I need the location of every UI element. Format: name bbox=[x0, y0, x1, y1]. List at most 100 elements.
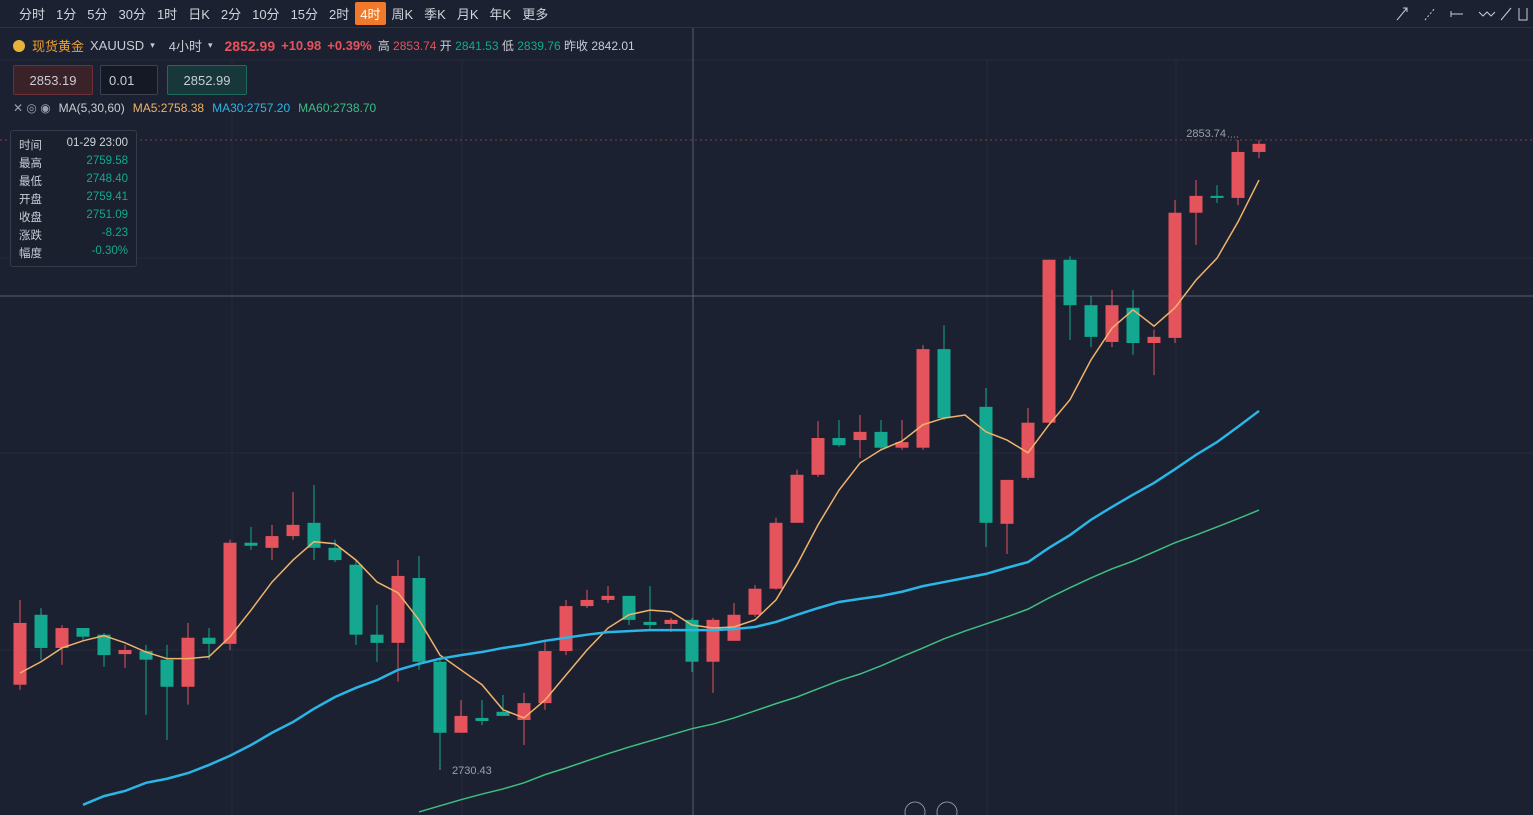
tooltip-row: 涨跌 -8.23 bbox=[19, 227, 128, 245]
legend-entry: MA5:2758.38 bbox=[132, 101, 205, 115]
tooltip-row: 时间 01-29 23:00 bbox=[19, 137, 128, 155]
label: 低 bbox=[501, 39, 514, 53]
candle-body bbox=[202, 637, 216, 644]
candle-body bbox=[643, 621, 657, 625]
period-tab[interactable]: 月K bbox=[456, 7, 479, 22]
legend-entry: MA30:2757.20 bbox=[212, 101, 291, 115]
change: +10.98 bbox=[281, 38, 322, 53]
tooltip-label: 幅度 bbox=[19, 248, 42, 260]
candle-body bbox=[97, 634, 111, 656]
label: 昨收 bbox=[563, 39, 588, 53]
candle-body bbox=[349, 564, 363, 635]
candle-body bbox=[1126, 307, 1140, 343]
period-tab[interactable]: 15分 bbox=[290, 7, 319, 22]
period-tab[interactable]: 30分 bbox=[118, 7, 146, 22]
candle-body bbox=[601, 595, 615, 600]
gold-icon bbox=[13, 39, 25, 52]
tooltip-value: -8.23 bbox=[101, 227, 128, 239]
candle-body bbox=[790, 474, 804, 523]
tooltip-label: 收盘 bbox=[19, 212, 42, 224]
candle-body bbox=[1063, 259, 1077, 306]
candle-body bbox=[1042, 259, 1056, 423]
period-tab[interactable]: 1分 bbox=[56, 7, 77, 22]
candle-body bbox=[538, 651, 552, 704]
tooltip-value: 01-29 23:00 bbox=[66, 137, 128, 149]
candle-body bbox=[1168, 212, 1182, 338]
candle-body bbox=[1021, 422, 1035, 478]
candle-body bbox=[769, 522, 783, 589]
candle-body bbox=[13, 622, 27, 685]
period-tab[interactable]: 分时 bbox=[19, 7, 46, 22]
symbol-name[interactable]: 现货黄金 bbox=[32, 39, 85, 54]
candle-body bbox=[1210, 195, 1224, 198]
period-tab[interactable]: 10分 bbox=[252, 7, 280, 22]
period-tab[interactable]: 年K bbox=[489, 7, 512, 22]
label: 开 bbox=[439, 39, 452, 53]
candle-body bbox=[874, 431, 888, 448]
label: 高 bbox=[377, 39, 390, 53]
period-tab[interactable]: 4时 bbox=[355, 2, 386, 25]
candle-body bbox=[853, 431, 867, 441]
tooltip-value: -0.30% bbox=[91, 245, 128, 257]
candle-body bbox=[1252, 143, 1266, 152]
period[interactable]: 4小时 bbox=[168, 39, 202, 54]
period-tab[interactable]: 1时 bbox=[156, 7, 178, 22]
candle-body bbox=[370, 634, 384, 643]
value: 2853.74 bbox=[393, 39, 437, 53]
candle-body bbox=[475, 717, 489, 722]
candle-body bbox=[265, 536, 279, 548]
draw-tools[interactable] bbox=[1389, 4, 1529, 24]
period-tab[interactable]: 更多 bbox=[522, 7, 549, 22]
period-tab[interactable]: 5分 bbox=[87, 7, 108, 22]
candle-body bbox=[937, 349, 951, 419]
price: 2852.99 bbox=[224, 37, 276, 54]
indicator-name: MA(5,30,60) bbox=[58, 101, 125, 115]
candle-body bbox=[223, 542, 237, 644]
tooltip-label: 涨跌 bbox=[19, 230, 42, 242]
ma-line bbox=[418, 509, 1260, 813]
ma-line bbox=[19, 179, 1260, 719]
candle-body bbox=[139, 651, 153, 660]
symbol-code: XAUUSD bbox=[90, 38, 145, 53]
candle-body bbox=[706, 619, 720, 662]
candle-body bbox=[118, 650, 132, 655]
period-tab[interactable]: 2分 bbox=[220, 7, 242, 22]
candle-body bbox=[496, 711, 510, 716]
candle-body bbox=[916, 349, 930, 448]
candle-body bbox=[328, 547, 342, 561]
scroll-buttons[interactable] bbox=[904, 801, 958, 815]
candle-body bbox=[160, 659, 174, 687]
candle-body bbox=[1147, 336, 1161, 343]
low-label: 2730.43 bbox=[452, 765, 492, 777]
candle-body bbox=[1084, 305, 1098, 337]
tooltip-row: 开盘 2759.41 bbox=[19, 191, 128, 209]
candle-body bbox=[181, 637, 195, 687]
tooltip-label: 时间 bbox=[19, 140, 42, 152]
candle-body bbox=[55, 628, 69, 648]
candle-body bbox=[895, 442, 909, 448]
candle-body bbox=[286, 524, 300, 537]
lots-input[interactable]: 0.01 bbox=[100, 65, 158, 95]
value: 2842.01 bbox=[591, 39, 635, 53]
candle-body bbox=[559, 606, 573, 652]
tooltip-value: 2759.58 bbox=[86, 155, 128, 167]
candle-body bbox=[307, 522, 321, 548]
period-tab[interactable]: 2时 bbox=[329, 7, 350, 22]
period-tab[interactable]: 季K bbox=[424, 7, 446, 22]
tooltip-row: 最高 2759.58 bbox=[19, 155, 128, 173]
high-label: 2853.74 bbox=[1186, 128, 1226, 140]
buy-price[interactable]: 2852.99 bbox=[167, 65, 247, 95]
candle-body bbox=[1231, 151, 1245, 198]
value: 2839.76 bbox=[517, 39, 561, 53]
candle-body bbox=[727, 614, 741, 641]
period-tab[interactable]: 日K bbox=[188, 7, 210, 22]
candle-body bbox=[748, 588, 762, 615]
candle-body bbox=[433, 661, 447, 733]
tooltip-row: 幅度 -0.30% bbox=[19, 245, 128, 263]
candle-body bbox=[832, 438, 846, 446]
value: 2841.53 bbox=[455, 39, 499, 53]
period-tab[interactable]: 周K bbox=[391, 7, 414, 22]
sell-price[interactable]: 2853.19 bbox=[13, 65, 93, 95]
